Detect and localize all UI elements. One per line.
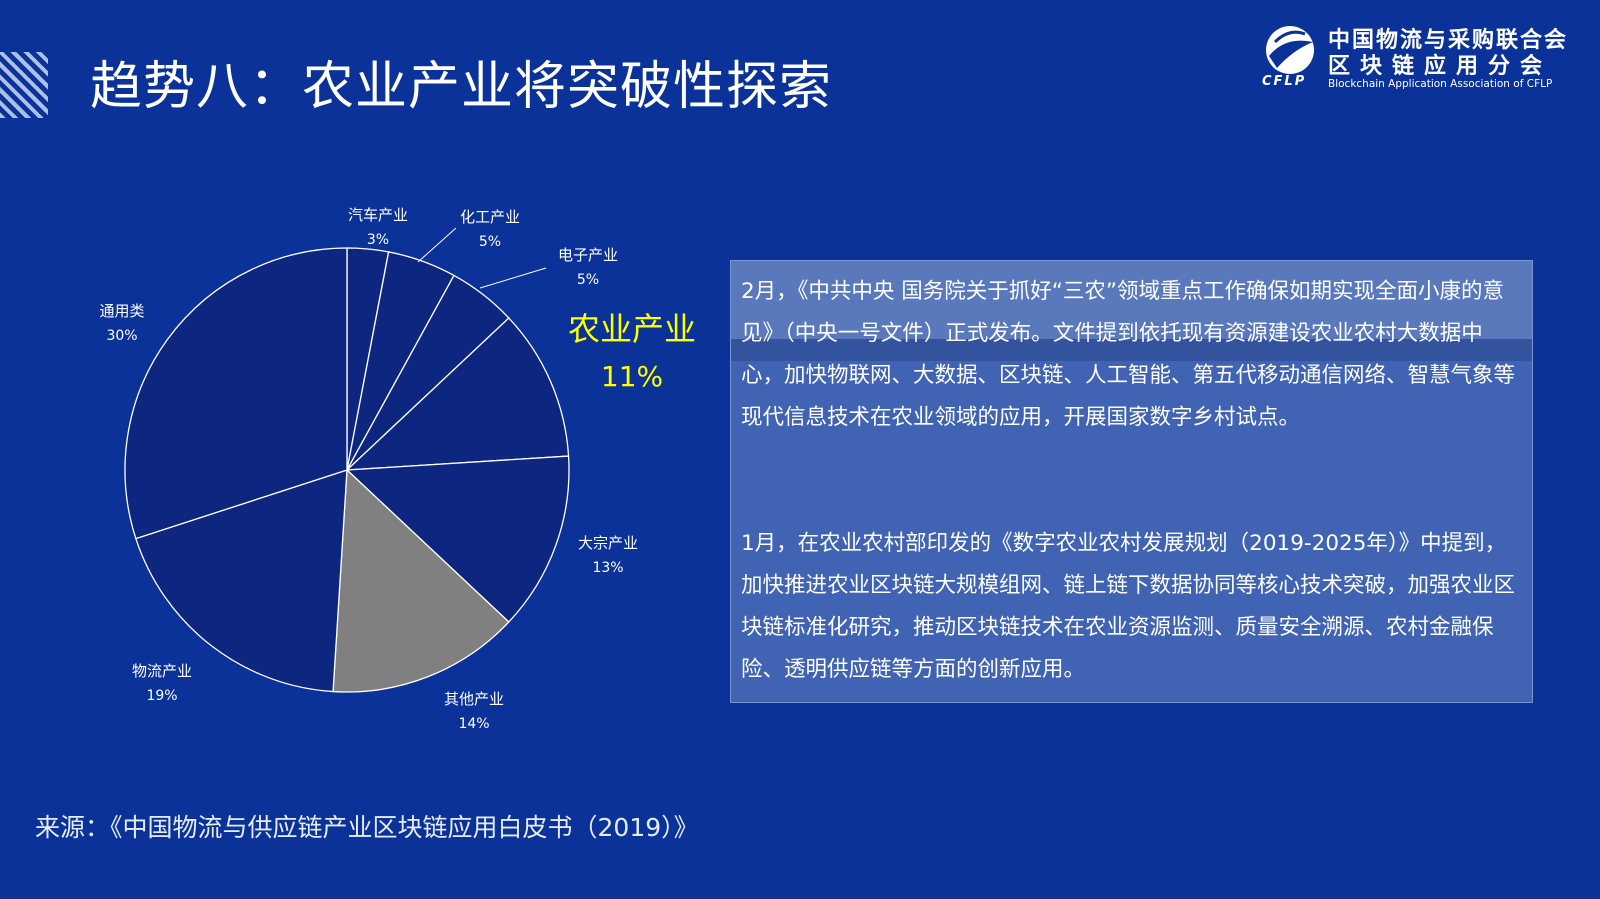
- pie-label-pct-1: 3%: [367, 232, 389, 248]
- logo-english-name: Blockchain Application Association of CF…: [1328, 78, 1553, 90]
- cflp-logo-icon: [1266, 26, 1314, 74]
- logo-name-line1: 中国物流与采购联合会: [1328, 28, 1569, 53]
- pie-slice-7: [135, 469, 348, 693]
- pie-slice-8: [124, 247, 348, 540]
- industry-pie-chart: 汽车产业 3% 化工产业 5% 电子产业 5% 农业产业 11% 大宗产业 13% 其他产业 14% 物…: [99, 206, 696, 732]
- pie-label-pct-3: 5%: [577, 272, 599, 288]
- pie-slice-6: [332, 468, 510, 693]
- pie-label-pct-7: 19%: [146, 688, 177, 704]
- pie-label-name-2: 化工产业: [460, 208, 520, 226]
- logo-abbreviation: CFLP: [1262, 74, 1307, 89]
- pie-label-name-3: 电子产业: [558, 246, 618, 264]
- pie-slice-5: [345, 455, 570, 623]
- panel-background-banner: [731, 261, 1532, 339]
- policy-info-panel: 2月，《中共中央 国务院关于抓好“三农”领域重点工作确保如期实现全面小康的意见》…: [730, 260, 1533, 703]
- pie-label-name-7: 物流产业: [132, 662, 192, 680]
- title-stripe-decoration: [0, 52, 48, 118]
- pie-label-pct-4: 11%: [601, 360, 663, 393]
- pie-label-name-5: 大宗产业: [578, 534, 638, 552]
- page-title: 趋势八：农业产业将突破性探索: [90, 57, 833, 117]
- pie-label-name-8: 通用类: [99, 302, 144, 320]
- pie-label-pct-6: 14%: [458, 716, 489, 732]
- pie-label-pct-2: 5%: [479, 234, 501, 250]
- pie-label-name-6: 其他产业: [444, 690, 504, 708]
- logo-name-line2: 区块链应用分会: [1328, 54, 1553, 79]
- pie-label-name-1: 汽车产业: [348, 206, 408, 224]
- pie-slice-4: [345, 317, 570, 471]
- panel-background-nav: [731, 339, 1532, 361]
- leader-line-3: [479, 267, 547, 289]
- pie-label-name-4: 农业产业: [568, 310, 696, 348]
- panel-paragraph-feb: 2月，《中共中央 国务院关于抓好“三农”领域重点工作确保如期实现全面小康的意见》…: [741, 279, 1516, 430]
- pie-label-pct-5: 13%: [592, 560, 623, 576]
- leader-line-2: [417, 227, 457, 263]
- pie-label-pct-8: 30%: [106, 328, 137, 344]
- source-citation: 来源：《中国物流与供应链产业区块链应用白皮书（2019）》: [35, 813, 699, 842]
- panel-paragraph-jan: 1月，在农业农村部印发的《数字农业农村发展规划（2019-2025年）》中提到，…: [741, 531, 1516, 682]
